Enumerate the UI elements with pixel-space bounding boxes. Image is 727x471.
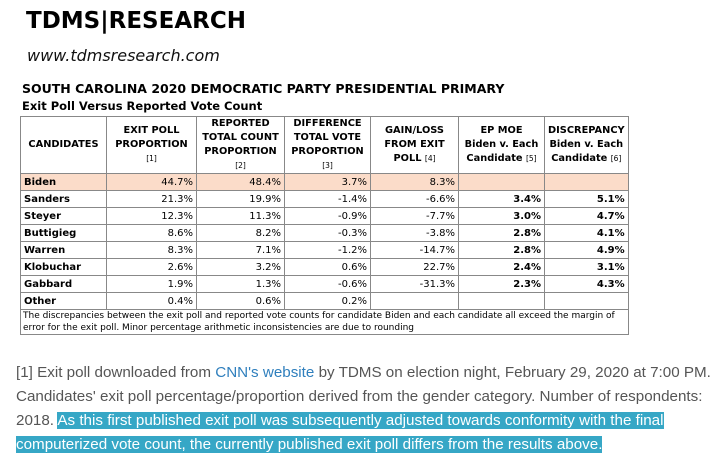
cell-gain: -14.7% <box>370 241 459 259</box>
cell-disc: 4.1% <box>544 224 629 242</box>
cell-diff: -1.2% <box>284 241 371 259</box>
cell-reported: 7.1% <box>196 241 285 259</box>
cnn-link[interactable]: CNN's website <box>215 364 315 381</box>
cell-diff: -0.3% <box>284 224 371 242</box>
cell-exit: 2.6% <box>106 258 197 276</box>
cell-moe: 3.4% <box>458 190 545 208</box>
candidate-name: Buttigieg <box>20 224 107 242</box>
results-table: CANDIDATES EXIT POLL PROPORTION [1] REPORTE… <box>20 116 629 335</box>
cell-exit: 0.4% <box>106 292 197 310</box>
cell-disc: 4.3% <box>544 275 629 293</box>
cell-moe: 3.0% <box>458 207 545 225</box>
cell-diff: -0.9% <box>284 207 371 225</box>
cell-exit: 44.7% <box>106 173 197 191</box>
cell-reported: 1.3% <box>196 275 285 293</box>
candidate-name: Sanders <box>20 190 107 208</box>
table-row: Other 0.4% 0.6% 0.2% <box>20 292 629 310</box>
table-note-row: The discrepancies between the exit poll … <box>20 309 629 335</box>
candidate-name: Biden <box>20 173 107 191</box>
cell-diff: -1.4% <box>284 190 371 208</box>
cell-moe: 2.4% <box>458 258 545 276</box>
report-title: SOUTH CAROLINA 2020 DEMOCRATIC PARTY PRE… <box>22 81 505 96</box>
table-row: Klobuchar 2.6% 3.2% 0.6% 22.7% 2.4% 3.1% <box>20 258 629 276</box>
highlighted-text: As this first published exit poll was su… <box>16 412 664 453</box>
cell-gain: -7.7% <box>370 207 459 225</box>
cell-disc: 4.7% <box>544 207 629 225</box>
column-header: EXIT POLL PROPORTION [1] <box>106 116 197 174</box>
candidate-name: Other <box>20 292 107 310</box>
cell-moe: 2.8% <box>458 241 545 259</box>
candidate-name: Warren <box>20 241 107 259</box>
cell-moe <box>458 292 545 310</box>
report-subtitle: Exit Poll Versus Reported Vote Count <box>22 99 263 113</box>
site-url: www.tdmsresearch.com <box>27 46 220 65</box>
column-header: REPORTED TOTAL COUNT PROPORTION [2] <box>196 116 285 174</box>
cell-moe: 2.8% <box>458 224 545 242</box>
cell-exit: 1.9% <box>106 275 197 293</box>
column-header: EP MOE Biden v. Each Candidate [5] <box>458 116 545 174</box>
cell-exit: 8.6% <box>106 224 197 242</box>
table-header: CANDIDATES EXIT POLL PROPORTION [1] REPORTE… <box>20 116 629 174</box>
column-header: DIFFERENCE TOTAL VOTE PROPORTION [3] <box>284 116 371 174</box>
column-header: GAIN/LOSS FROM EXIT POLL [4] <box>370 116 459 174</box>
table-row: Gabbard 1.9% 1.3% -0.6% -31.3% 2.3% 4.3% <box>20 275 629 293</box>
cell-gain <box>370 292 459 310</box>
table-row: Biden 44.7% 48.4% 3.7% 8.3% <box>20 173 629 191</box>
cell-exit: 8.3% <box>106 241 197 259</box>
table-body: Biden 44.7% 48.4% 3.7% 8.3% Sanders 21.3% 19.9%… <box>20 173 629 335</box>
cell-gain: -31.3% <box>370 275 459 293</box>
candidate-name: Steyer <box>20 207 107 225</box>
cell-reported: 11.3% <box>196 207 285 225</box>
cell-exit: 12.3% <box>106 207 197 225</box>
cell-gain: -6.6% <box>370 190 459 208</box>
cell-reported: 8.2% <box>196 224 285 242</box>
table-row: Sanders 21.3% 19.9% -1.4% -6.6% 3.4% 5.1% <box>20 190 629 208</box>
table-row: Steyer 12.3% 11.3% -0.9% -7.7% 3.0% 4.7% <box>20 207 629 225</box>
cell-disc: 3.1% <box>544 258 629 276</box>
cell-diff: 3.7% <box>284 173 371 191</box>
footnote-prefix: [1] Exit poll downloaded from <box>16 364 216 381</box>
cell-disc: 5.1% <box>544 190 629 208</box>
cell-disc: 4.9% <box>544 241 629 259</box>
cell-diff: 0.6% <box>284 258 371 276</box>
candidate-name: Gabbard <box>20 275 107 293</box>
table-row: Buttigieg 8.6% 8.2% -0.3% -3.8% 2.8% 4.1% <box>20 224 629 242</box>
cell-reported: 19.9% <box>196 190 285 208</box>
logo: TDMS|RESEARCH <box>26 8 246 34</box>
footnote: [1] Exit poll downloaded from CNN's webs… <box>16 361 722 457</box>
table-row: Warren 8.3% 7.1% -1.2% -14.7% 2.8% 4.9% <box>20 241 629 259</box>
candidate-name: Klobuchar <box>20 258 107 276</box>
cell-reported: 48.4% <box>196 173 285 191</box>
cell-reported: 0.6% <box>196 292 285 310</box>
cell-moe: 2.3% <box>458 275 545 293</box>
cell-gain: 8.3% <box>370 173 459 191</box>
column-header: CANDIDATES <box>20 116 107 174</box>
cell-exit: 21.3% <box>106 190 197 208</box>
cell-diff: -0.6% <box>284 275 371 293</box>
cell-diff: 0.2% <box>284 292 371 310</box>
footnote-middle: by TDMS on election night, February 29, … <box>16 364 711 429</box>
cell-moe <box>458 173 545 191</box>
cell-gain: -3.8% <box>370 224 459 242</box>
cell-reported: 3.2% <box>196 258 285 276</box>
column-header: DISCREPANCY Biden v. Each Candidate [6] <box>544 116 629 174</box>
table-note: The discrepancies between the exit poll … <box>20 309 629 335</box>
cell-disc <box>544 292 629 310</box>
cell-gain: 22.7% <box>370 258 459 276</box>
cell-disc <box>544 173 629 191</box>
